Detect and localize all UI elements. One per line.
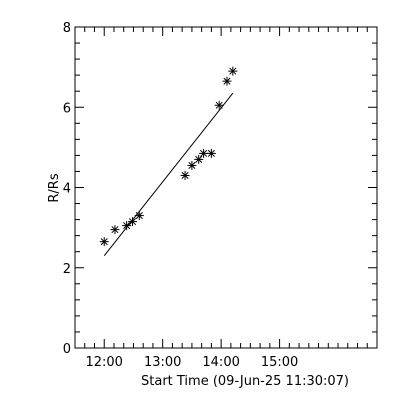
data-point — [199, 148, 209, 158]
data-point — [187, 160, 197, 170]
data-points — [99, 66, 238, 247]
data-point — [222, 76, 232, 86]
data-point — [110, 225, 120, 235]
data-point — [134, 211, 144, 221]
x-tick-label: 14:00 — [202, 355, 239, 370]
y-axis-tick-labels: 0 2 4 6 8 — [63, 21, 71, 357]
data-point — [180, 170, 190, 180]
fit-line — [103, 92, 234, 257]
y-tick-label: 8 — [63, 21, 71, 36]
x-axis-label: Start Time (09-Jun-25 11:30:07) — [141, 374, 349, 389]
data-point — [122, 221, 132, 231]
data-point — [206, 148, 216, 158]
data-point — [194, 154, 204, 164]
plot-frame — [74, 26, 378, 349]
data-point — [127, 217, 137, 227]
data-point — [99, 237, 109, 247]
data-point — [214, 100, 224, 110]
x-tick-label: 15:00 — [261, 355, 298, 370]
x-axis-tick-labels: 12:00 13:00 14:00 15:00 — [85, 355, 298, 370]
x-axis-ticks — [74, 27, 378, 348]
y-tick-label: 6 — [63, 101, 71, 116]
y-axis-ticks — [75, 26, 377, 349]
y-axis-label: R/Rs — [47, 173, 62, 202]
x-tick-label: 13:00 — [144, 355, 181, 370]
y-tick-label: 0 — [63, 342, 71, 357]
data-point — [228, 66, 238, 76]
y-tick-label: 2 — [63, 262, 71, 277]
x-tick-label: 12:00 — [85, 355, 122, 370]
y-tick-label: 4 — [63, 182, 71, 197]
